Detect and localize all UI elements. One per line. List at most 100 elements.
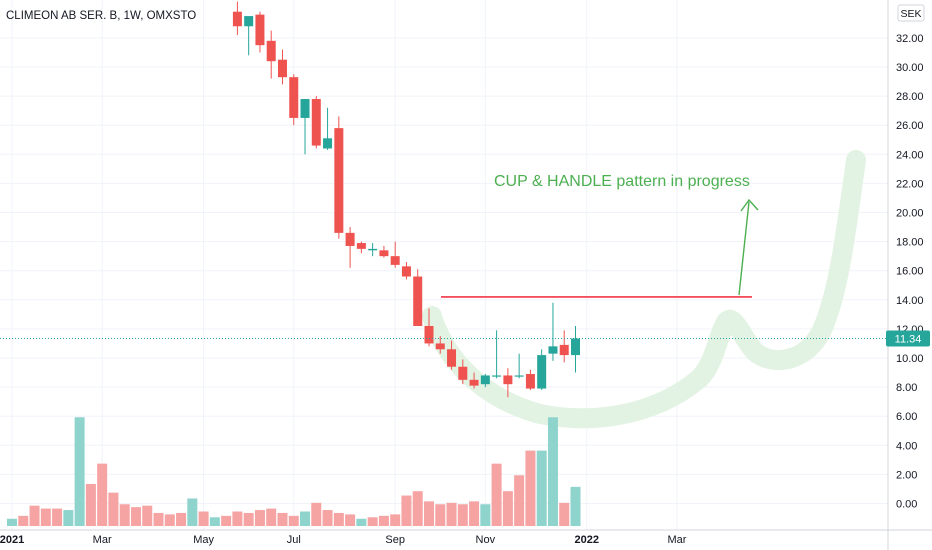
candle-body [447, 349, 457, 367]
volume-bar [221, 515, 232, 526]
candle-body [492, 375, 502, 377]
volume-bar [435, 504, 446, 526]
volume-bar [469, 501, 480, 526]
volume-bar [85, 483, 96, 526]
candle-body [469, 379, 479, 386]
volume-bar [536, 450, 547, 526]
overlays [0, 198, 888, 340]
candle-body [401, 266, 411, 277]
price-tick-label: 4.00 [896, 440, 917, 452]
candle-body [311, 99, 321, 146]
time-tick-label: 2021 [0, 534, 24, 546]
candle-body [232, 11, 242, 27]
candle-body [390, 256, 400, 265]
time-axis[interactable]: 2021 Mar May Jul Sep Nov 2022 Mar [0, 529, 932, 546]
volume-bar [457, 504, 468, 526]
volume-bar [108, 492, 119, 526]
price-tick-label: 28.00 [896, 91, 924, 103]
price-tick-label: 30.00 [896, 62, 924, 74]
volume-bar [559, 502, 570, 526]
time-tick-label: Mar [667, 534, 686, 546]
volume-bar [401, 495, 412, 526]
volume-bar [187, 498, 198, 526]
volume-bar [176, 512, 187, 526]
price-tick-label: 26.00 [896, 120, 924, 132]
volume-bar [300, 511, 311, 526]
currency-badge[interactable]: SEK [897, 4, 925, 22]
candle-body [255, 14, 265, 46]
time-tick-label: Jul [287, 534, 301, 546]
candle-body [537, 355, 547, 389]
volume-bar [288, 515, 299, 526]
price-tick-label: 16.00 [896, 266, 924, 278]
candle-body [559, 344, 569, 356]
target-arrow-head [740, 198, 759, 212]
price-tick-label: 22.00 [896, 178, 924, 190]
volume-bar [243, 512, 254, 526]
volume-bar [209, 517, 220, 526]
candle-body [277, 59, 287, 78]
price-tick-label: 8.00 [896, 382, 917, 394]
time-tick-label: Mar [93, 534, 112, 546]
volume-bar [514, 475, 525, 526]
price-tick-label: 32.00 [896, 33, 924, 45]
volume-bar [74, 417, 85, 526]
price-tick-label: 6.00 [896, 411, 917, 423]
price-candles [232, 1, 580, 398]
volume-bar [18, 515, 29, 526]
price-axis[interactable]: 0.002.004.006.008.0010.0012.0014.0016.00… [887, 0, 924, 550]
volume-bar [277, 512, 288, 526]
candle-body [345, 232, 355, 246]
volume-bar [446, 502, 457, 526]
candle-body [514, 375, 524, 377]
volume-bar [547, 417, 558, 526]
volume-bar [423, 501, 434, 526]
last-price-value: 11.34 [895, 334, 922, 346]
price-tick-label: 20.00 [896, 208, 924, 220]
candle-body [571, 338, 580, 356]
currency-label: SEK [900, 8, 921, 20]
price-tick-label: 14.00 [896, 295, 924, 307]
volume-bar [333, 512, 344, 526]
volume-bar [29, 505, 40, 526]
candle-body [480, 375, 490, 385]
candle-body [244, 16, 254, 27]
volume-bar [52, 508, 63, 526]
target-arrow-shaft [738, 201, 750, 295]
volume-bar [390, 514, 401, 526]
volume-bar [198, 511, 209, 526]
volume-bar [97, 463, 108, 526]
volume-bar [153, 512, 164, 526]
candle-body [413, 276, 423, 326]
price-tick-label: 0.00 [896, 499, 917, 511]
volume-bar [119, 504, 130, 526]
time-tick-label: 2022 [575, 534, 599, 546]
chart-title: CLIMEON AB SER. B, 1W, OMXSTO [6, 10, 196, 22]
price-tick-label: 10.00 [896, 353, 924, 365]
volume-bar [142, 505, 153, 526]
volume-bar [232, 511, 243, 526]
candle-body [334, 128, 344, 233]
candle-body [379, 250, 389, 257]
candle-body [424, 325, 434, 344]
volume-bar [570, 486, 581, 526]
candle-body [548, 346, 558, 354]
candle-body [356, 243, 366, 249]
volume-bar [356, 518, 367, 526]
time-tick-label: Sep [385, 534, 405, 546]
volume-bar [345, 514, 356, 526]
volume-bar [254, 510, 265, 526]
pattern-annotation: CUP & HANDLE pattern in progress [494, 173, 750, 190]
candle-body [458, 366, 468, 380]
volume-bar [322, 510, 333, 526]
candle-body [525, 374, 535, 389]
volume-bar [164, 514, 175, 526]
candle-body [289, 77, 299, 118]
time-tick-label: Nov [476, 534, 496, 546]
volume-bar [40, 508, 51, 526]
candle-body [323, 138, 333, 149]
grid-lines [0, 0, 888, 530]
candle-body [503, 375, 513, 385]
volume-bar [491, 463, 502, 526]
